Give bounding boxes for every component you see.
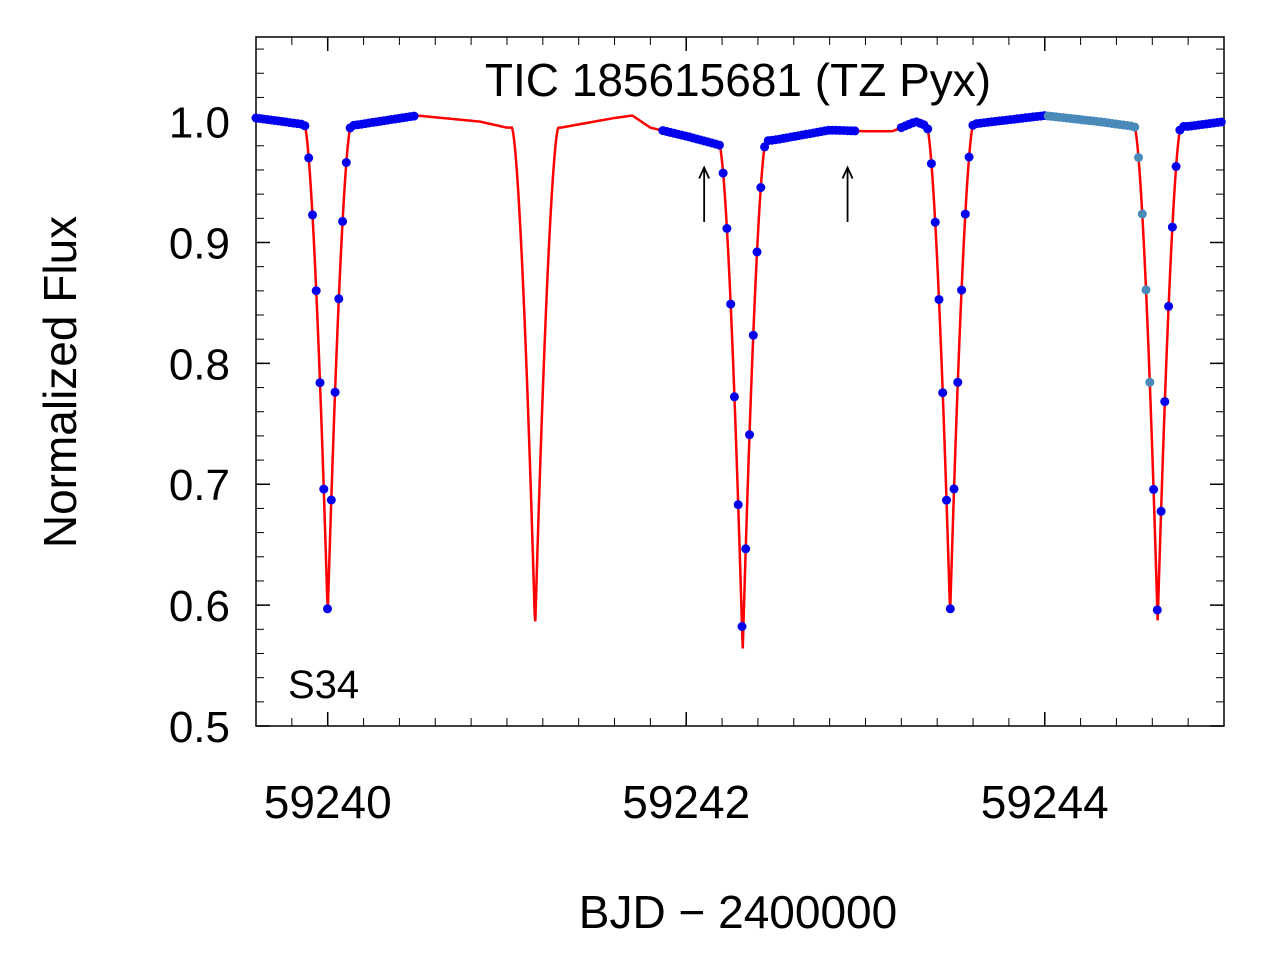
data-point: [1130, 122, 1140, 132]
data-point: [737, 622, 747, 631]
data-point: [304, 153, 314, 163]
data-point: [923, 124, 933, 134]
data-point: [748, 330, 758, 340]
data-point: [953, 377, 963, 387]
data-point: [1160, 397, 1170, 407]
data-point: [1171, 162, 1181, 171]
data-point: [722, 224, 732, 233]
y-tick-label: 0.7: [169, 461, 230, 510]
data-point: [1164, 301, 1174, 311]
data-point: [1156, 506, 1166, 516]
data-point: [1216, 117, 1226, 127]
y-tick-label: 0.5: [169, 703, 230, 752]
data-point: [1145, 377, 1155, 387]
data-point: [938, 388, 948, 398]
y-axis-label: Normalized Flux: [34, 216, 86, 548]
data-point: [330, 387, 340, 397]
data-points-group: [251, 111, 1226, 631]
chart-title: TIC 185615681 (TZ Pyx): [485, 54, 991, 106]
data-point: [934, 295, 944, 304]
data-point: [930, 217, 940, 227]
data-point: [326, 495, 336, 505]
arrow-head: [698, 165, 710, 179]
data-point: [319, 484, 329, 494]
data-point: [729, 392, 739, 402]
data-point: [323, 604, 332, 614]
y-tick-label: 1.0: [169, 99, 230, 148]
data-point: [1134, 153, 1143, 162]
data-point: [334, 294, 344, 304]
data-point: [311, 286, 321, 296]
data-point: [714, 140, 724, 150]
data-point: [752, 247, 762, 257]
data-point: [960, 209, 970, 219]
arrows-group: [698, 165, 854, 222]
data-point: [341, 158, 351, 167]
arrow-head: [841, 165, 854, 179]
data-point: [964, 152, 974, 162]
data-point: [945, 604, 955, 614]
data-point: [315, 378, 325, 388]
data-point: [745, 430, 754, 440]
sector-label: S34: [288, 663, 359, 707]
x-axis-ticks: 59240 59242 59244: [264, 37, 1109, 828]
data-point: [741, 544, 751, 554]
data-point: [726, 299, 736, 309]
y-axis-ticks: 0.5 0.6 0.7 0.8 0.9 1.0: [169, 99, 1224, 752]
data-point: [957, 285, 967, 295]
data-point: [1137, 209, 1147, 219]
data-point: [926, 159, 936, 169]
data-point: [718, 168, 728, 178]
data-point: [1167, 222, 1177, 232]
data-point: [409, 111, 419, 121]
model-curve-group: [255, 114, 1225, 649]
model-curve: [255, 114, 1225, 649]
data-point: [850, 126, 860, 136]
data-point: [949, 484, 959, 494]
data-point: [308, 210, 317, 220]
data-point: [756, 183, 766, 192]
data-point: [1149, 484, 1159, 494]
data-point: [338, 216, 348, 226]
x-tick-label: 59240: [264, 776, 392, 828]
data-point: [300, 121, 310, 131]
data-point: [733, 500, 743, 510]
data-point: [1152, 605, 1162, 615]
y-tick-label: 0.9: [169, 219, 230, 268]
y-tick-label: 0.6: [169, 582, 230, 631]
x-axis-label: BJD − 2400000: [579, 886, 897, 938]
data-point: [942, 495, 951, 505]
x-tick-label: 59244: [981, 776, 1109, 828]
x-tick-label: 59242: [622, 776, 750, 828]
plot-frame: [255, 36, 1225, 727]
y-tick-label: 0.8: [169, 340, 230, 389]
data-point: [1141, 285, 1151, 295]
